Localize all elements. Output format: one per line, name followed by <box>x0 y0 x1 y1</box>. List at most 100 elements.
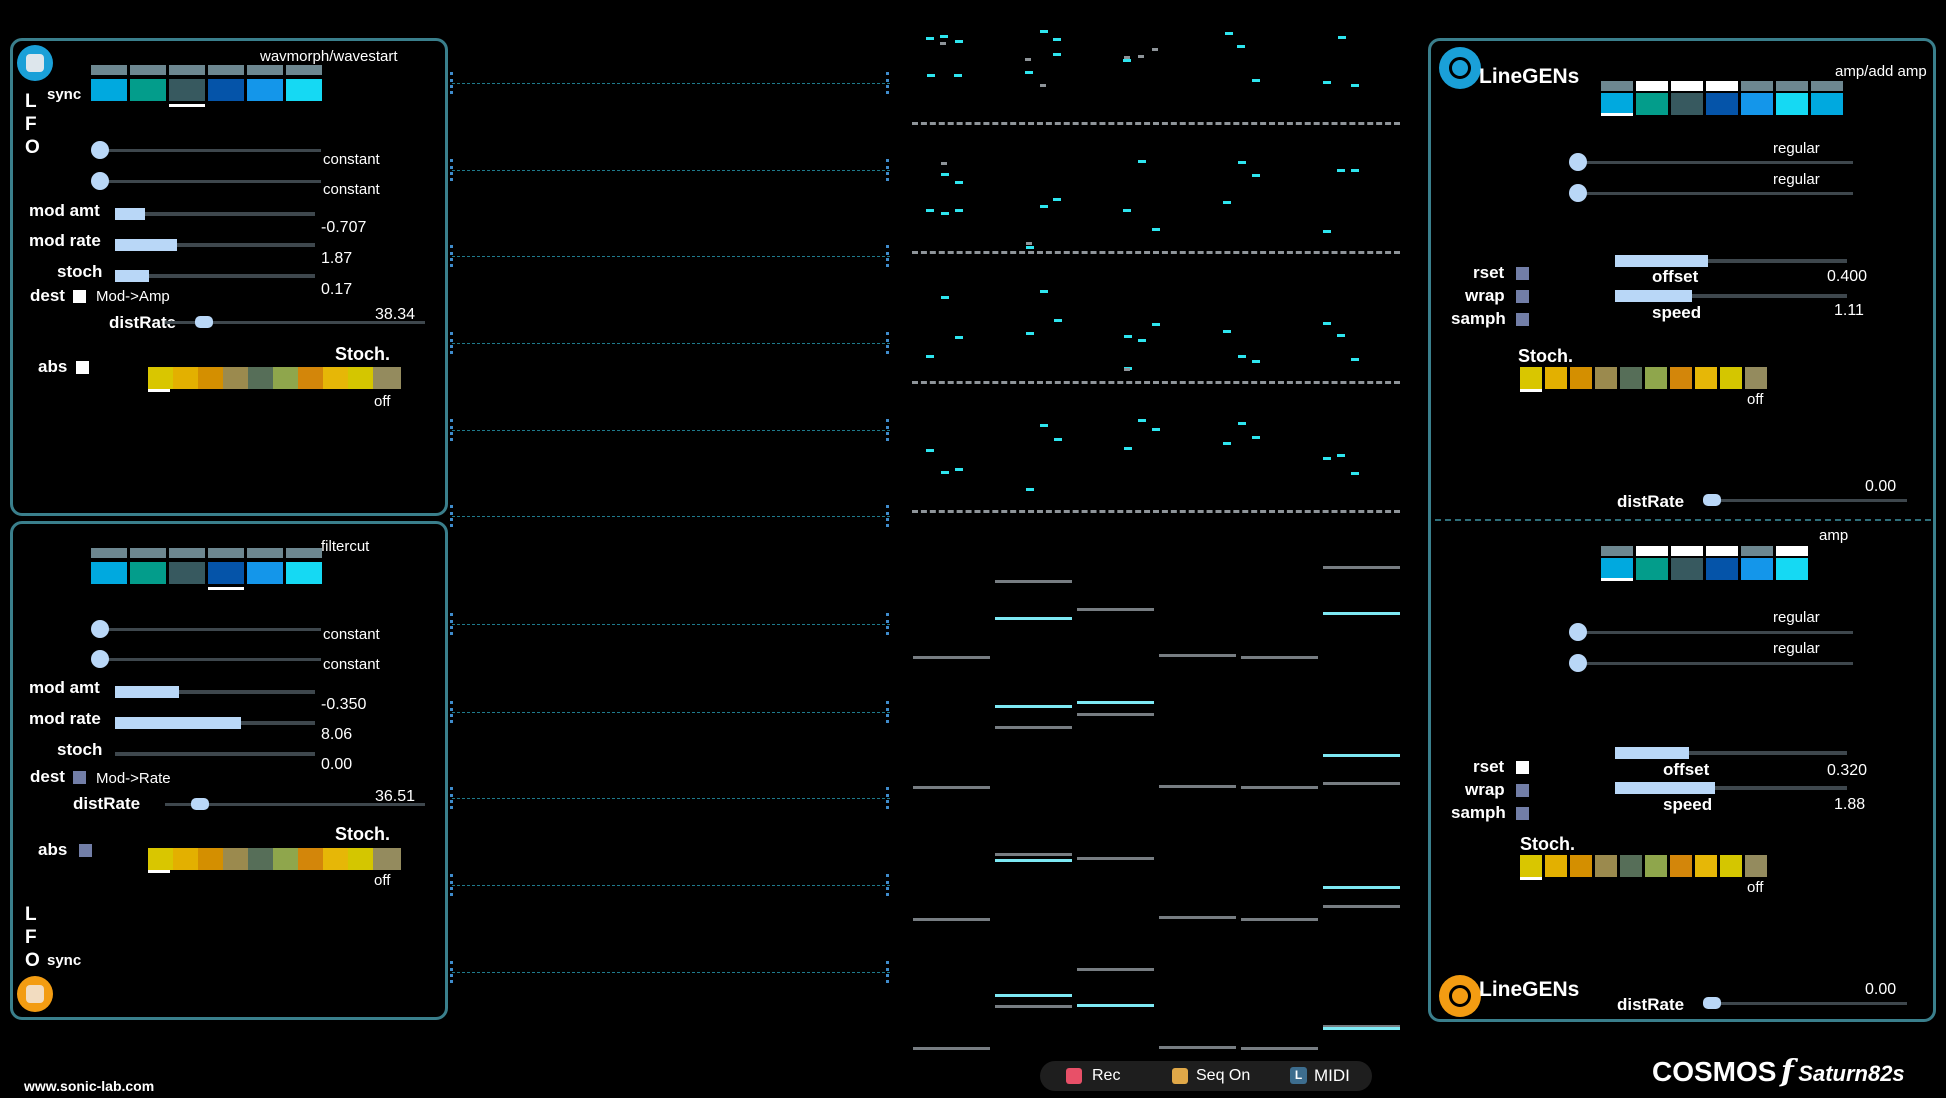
constant-slider-2-knob[interactable] <box>91 172 109 190</box>
stoch-option[interactable] <box>1645 367 1667 389</box>
stoch-option[interactable] <box>1695 855 1717 877</box>
waveshape-option[interactable] <box>208 79 244 101</box>
constant-slider-1-knob[interactable] <box>91 620 109 638</box>
stoch-option[interactable] <box>1545 855 1567 877</box>
regular-slider-2[interactable] <box>1577 662 1853 665</box>
sync-label[interactable]: sync <box>47 86 82 103</box>
regular-slider-1-knob[interactable] <box>1569 623 1587 641</box>
stoch-option[interactable] <box>248 848 276 870</box>
speed-slider[interactable] <box>1615 782 1847 794</box>
waveshape-option[interactable] <box>1671 558 1703 580</box>
waveshape-option[interactable] <box>1811 93 1843 115</box>
regular-slider-1-knob[interactable] <box>1569 153 1587 171</box>
stoch-option[interactable] <box>248 367 276 389</box>
stoch-option[interactable] <box>223 848 251 870</box>
waveshape-option[interactable] <box>286 562 322 584</box>
stoch-option[interactable] <box>198 848 226 870</box>
waveshape-option[interactable] <box>1776 93 1808 115</box>
stoch-option[interactable] <box>348 848 376 870</box>
stoch-option[interactable] <box>148 848 176 870</box>
website-link[interactable]: www.sonic-lab.com <box>24 1078 155 1094</box>
regular-slider-1[interactable] <box>1577 631 1853 634</box>
stoch-option[interactable] <box>323 848 351 870</box>
waveshape-option[interactable] <box>247 562 283 584</box>
distrate-slider-handle[interactable] <box>195 316 213 328</box>
stoch-option[interactable] <box>198 367 226 389</box>
waveshape-option[interactable] <box>1636 93 1668 115</box>
distrate-slider-handle[interactable] <box>1703 494 1721 506</box>
waveshape-option[interactable] <box>1741 93 1773 115</box>
lfo-top-toggle-button[interactable] <box>17 45 53 81</box>
waveshape-option[interactable] <box>1671 93 1703 115</box>
rset-checkbox[interactable] <box>1516 761 1529 774</box>
lfo-bottom-toggle-button[interactable] <box>17 976 53 1012</box>
stoch-option[interactable] <box>1620 367 1642 389</box>
samph-checkbox[interactable] <box>1516 807 1529 820</box>
stoch-option[interactable] <box>173 848 201 870</box>
stoch-slider[interactable] <box>115 752 315 756</box>
stoch-option[interactable] <box>348 367 376 389</box>
stoch-option[interactable] <box>1545 367 1567 389</box>
stoch-option[interactable] <box>273 848 301 870</box>
distrate-slider[interactable] <box>165 803 425 806</box>
stoch-option[interactable] <box>1520 367 1542 389</box>
sync-label[interactable]: sync <box>47 952 82 969</box>
regular-slider-2-knob[interactable] <box>1569 184 1587 202</box>
stoch-option[interactable] <box>273 367 301 389</box>
midi-label[interactable]: MIDI <box>1314 1066 1350 1085</box>
waveshape-option[interactable] <box>286 79 322 101</box>
stoch-option[interactable] <box>373 848 401 870</box>
mod-rate-slider[interactable] <box>115 717 315 729</box>
wrap-checkbox[interactable] <box>1516 290 1529 303</box>
stoch-option[interactable] <box>1720 367 1742 389</box>
distrate-slider-handle[interactable] <box>1703 997 1721 1009</box>
constant-slider-2[interactable] <box>97 180 321 183</box>
rset-checkbox[interactable] <box>1516 267 1529 280</box>
stoch-option[interactable] <box>1570 855 1592 877</box>
mod-amt-slider[interactable] <box>115 208 315 220</box>
abs-checkbox[interactable] <box>79 844 92 857</box>
waveshape-option[interactable] <box>1706 93 1738 115</box>
regular-slider-2-knob[interactable] <box>1569 654 1587 672</box>
waveshape-option[interactable] <box>1636 558 1668 580</box>
stoch-option[interactable] <box>1695 367 1717 389</box>
stoch-option[interactable] <box>1645 855 1667 877</box>
dest-value[interactable]: Mod->Amp <box>96 288 170 305</box>
waveshape-option[interactable] <box>208 562 244 584</box>
stoch-option[interactable] <box>1720 855 1742 877</box>
stoch-option[interactable] <box>323 367 351 389</box>
distrate-slider[interactable] <box>1703 1002 1907 1005</box>
waveshape-option[interactable] <box>91 79 127 101</box>
rec-label[interactable]: Rec <box>1092 1067 1121 1084</box>
stoch-option[interactable] <box>1745 367 1767 389</box>
dest-value[interactable]: Mod->Rate <box>96 770 171 787</box>
stoch-option[interactable] <box>1670 367 1692 389</box>
offset-slider[interactable] <box>1615 255 1847 267</box>
samph-checkbox[interactable] <box>1516 313 1529 326</box>
stoch-option[interactable] <box>1595 855 1617 877</box>
stoch-option[interactable] <box>148 367 176 389</box>
offset-slider[interactable] <box>1615 747 1847 759</box>
stoch-option[interactable] <box>298 367 326 389</box>
linegen-bottom-toggle-button[interactable] <box>1439 975 1481 1017</box>
distrate-slider[interactable] <box>165 321 425 324</box>
waveshape-option[interactable] <box>247 79 283 101</box>
stoch-slider[interactable] <box>115 270 315 282</box>
regular-slider-1[interactable] <box>1577 161 1853 164</box>
wrap-checkbox[interactable] <box>1516 784 1529 797</box>
stoch-option[interactable] <box>223 367 251 389</box>
waveshape-option[interactable] <box>130 562 166 584</box>
seq-on-button[interactable] <box>1172 1068 1188 1084</box>
stoch-option[interactable] <box>1745 855 1767 877</box>
constant-slider-2-knob[interactable] <box>91 650 109 668</box>
dest-checkbox[interactable] <box>73 290 86 303</box>
waveshape-option[interactable] <box>169 79 205 101</box>
stoch-option[interactable] <box>1570 367 1592 389</box>
waveshape-option[interactable] <box>1706 558 1738 580</box>
constant-slider-1-knob[interactable] <box>91 141 109 159</box>
stoch-option[interactable] <box>1620 855 1642 877</box>
mod-rate-slider[interactable] <box>115 239 315 251</box>
distrate-slider-handle[interactable] <box>191 798 209 810</box>
waveshape-option[interactable] <box>91 562 127 584</box>
stoch-option[interactable] <box>173 367 201 389</box>
